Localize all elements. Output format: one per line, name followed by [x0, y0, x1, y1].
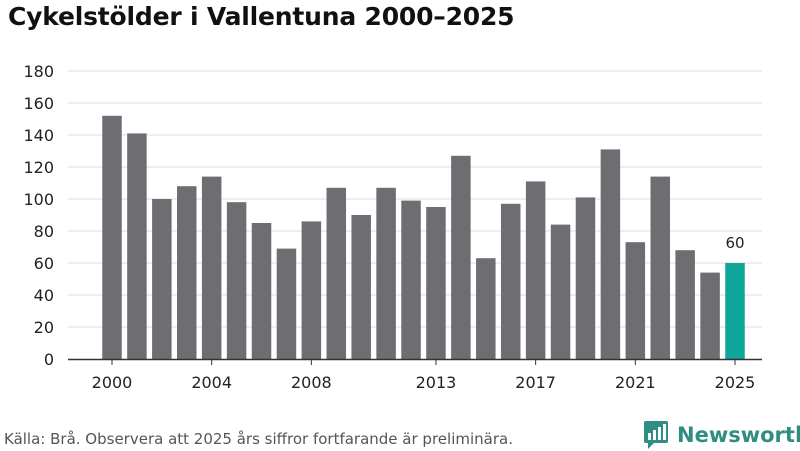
y-tick-label: 80 [34, 222, 54, 241]
x-axis-ticks: 2000 2004 2008 2013 2017 2021 2025 [92, 359, 756, 392]
y-tick-label: 160 [23, 94, 54, 113]
chart-title: Cykelstölder i Vallentuna 2000–2025 [8, 2, 515, 31]
bar-2015 [476, 258, 496, 359]
y-tick-label: 180 [23, 62, 54, 81]
bar-2017 [525, 181, 546, 359]
bar-2021 [625, 242, 646, 359]
bar-2010 [351, 215, 371, 359]
data-label: 60 [725, 234, 744, 252]
bar-2007 [276, 248, 297, 359]
bar-2006 [251, 223, 272, 359]
y-tick-label: 60 [34, 254, 54, 273]
bar-2013 [426, 207, 446, 359]
bar-2024 [700, 272, 720, 359]
y-tick-label: 40 [34, 286, 54, 305]
y-tick-label: 100 [23, 190, 54, 209]
bar-2022 [650, 176, 670, 359]
y-tick-label: 0 [44, 350, 54, 369]
bar-2016 [500, 203, 521, 359]
bar-2023 [675, 250, 695, 359]
bar-2004 [201, 176, 222, 359]
x-tick-label: 2008 [291, 373, 332, 392]
bar-2001 [127, 133, 147, 359]
x-tick-label: 2025 [715, 373, 756, 392]
newsworthy-logo-icon [644, 421, 668, 449]
bar-chart: 0 20 40 60 80 100 120 140 160 180 2000 2004 2008 201… [23, 62, 762, 392]
y-tick-label: 120 [23, 158, 54, 177]
brand-name: Newsworthy [677, 423, 800, 447]
x-tick-label: 2017 [515, 373, 556, 392]
x-tick-label: 2021 [615, 373, 656, 392]
bar-2000 [102, 115, 122, 359]
newsworthy-logo: Newsworthy [643, 419, 800, 451]
bar-2011 [376, 187, 396, 359]
bar-2003 [177, 186, 197, 359]
bar-2005 [226, 202, 247, 359]
bar-2018 [550, 224, 571, 359]
bar-2019 [575, 197, 596, 359]
bars [102, 115, 745, 359]
y-tick-label: 20 [34, 318, 54, 337]
bar-2014 [451, 155, 471, 359]
bar-2025 [725, 263, 745, 359]
y-tick-label: 140 [23, 126, 54, 145]
bar-2002 [152, 199, 172, 359]
x-tick-label: 2004 [191, 373, 232, 392]
bar-2020 [600, 149, 621, 359]
source-note: Källa: Brå. Observera att 2025 års siffr… [4, 430, 513, 448]
bar-2008 [301, 221, 322, 359]
bar-2012 [401, 200, 421, 359]
data-labels: 60 [725, 234, 744, 252]
x-tick-label: 2013 [416, 373, 457, 392]
x-tick-label: 2000 [92, 373, 133, 392]
y-axis-tick-labels: 0 20 40 60 80 100 120 140 160 180 [23, 62, 54, 369]
bar-2009 [326, 187, 347, 359]
